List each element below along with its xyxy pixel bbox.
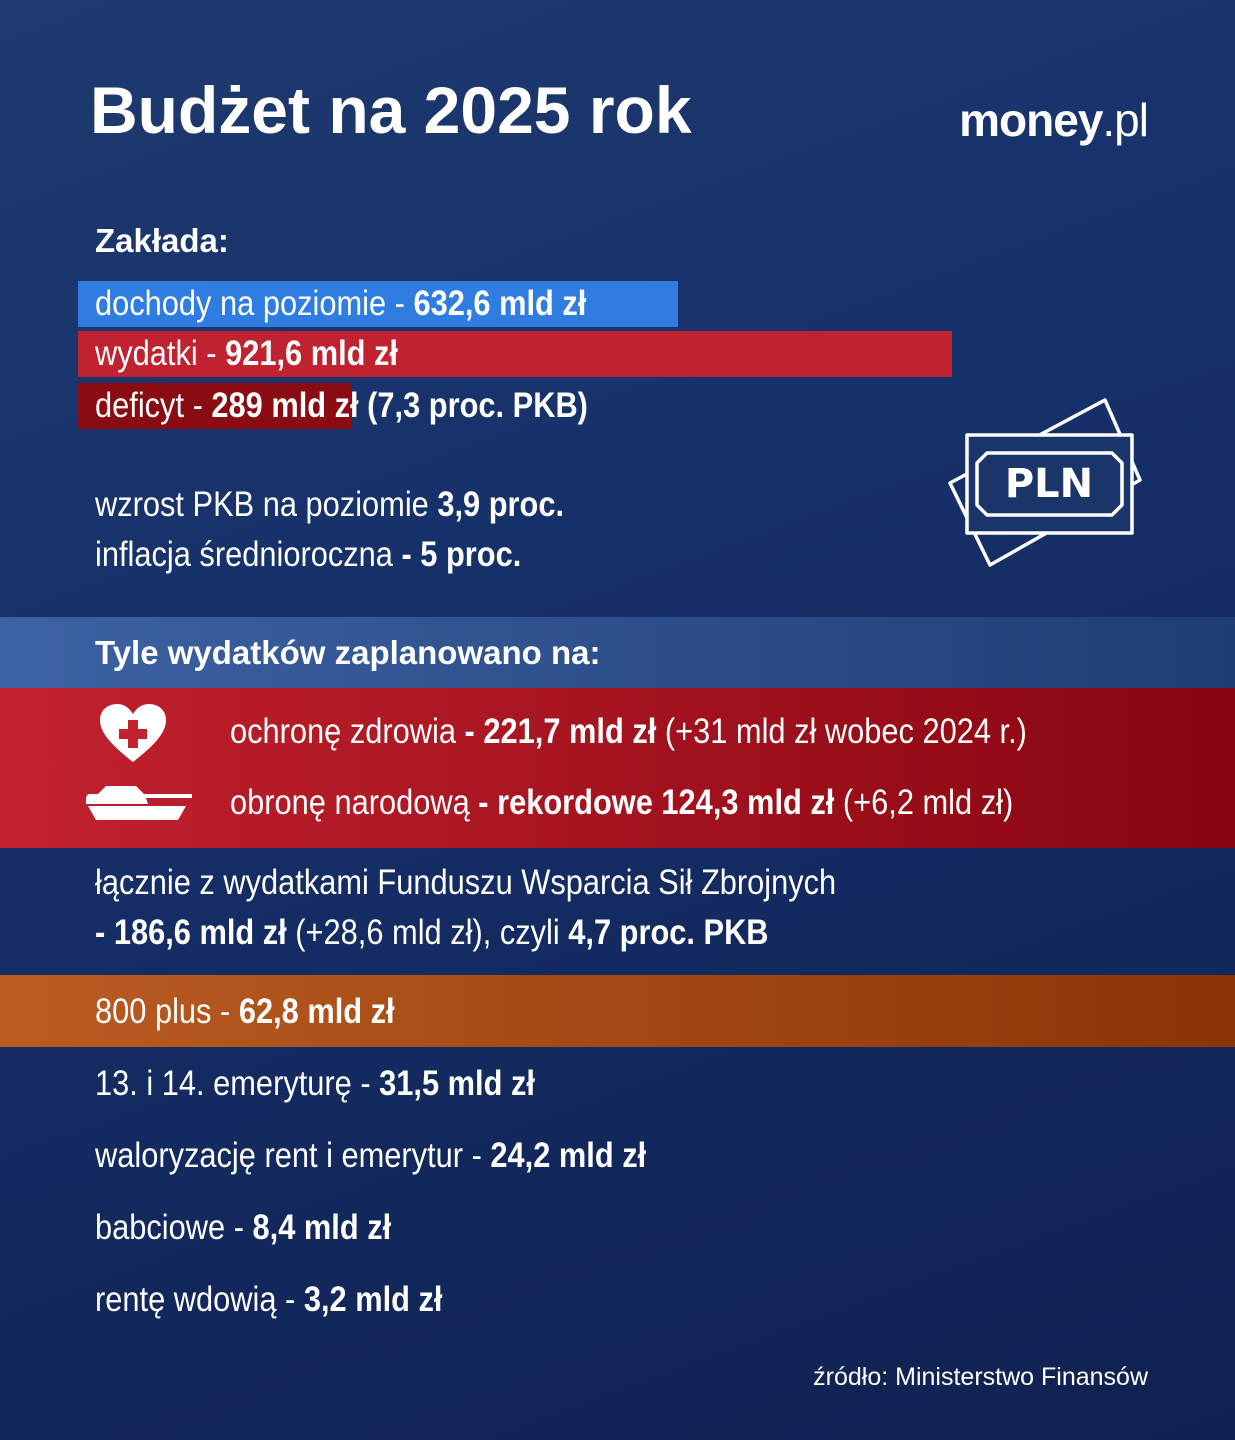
text: wzrost PKB na poziomie (95, 485, 438, 524)
text: rentę wdowią - (95, 1280, 304, 1319)
bold-text: 31,5 mld zł (379, 1064, 535, 1103)
text-line: wzrost PKB na poziomie 3,9 proc. (95, 485, 564, 525)
text: (+31 mld zł wobec 2024 r.) (656, 712, 1027, 751)
text: wydatki - (95, 334, 226, 373)
budget-bar (78, 383, 352, 429)
text: deficyt - (95, 386, 212, 425)
bold-text: - rekordowe 124,3 mld zł (478, 783, 835, 822)
text-line: dochody na poziomie - 632,6 mld zł (95, 284, 586, 324)
text: (+6,2 mld zł) (834, 783, 1014, 822)
text: dochody na poziomie - (95, 284, 414, 323)
title: Budżet na 2025 rok (90, 73, 692, 147)
text-line: wydatki - 921,6 mld zł (95, 334, 398, 374)
bold-text: - 5 proc. (401, 535, 522, 574)
text-line: ochronę zdrowia - 221,7 mld zł (+31 mld … (230, 712, 1027, 752)
bold-text: 4,7 proc. PKB (568, 913, 769, 952)
bold-text: - 186,6 mld zł (95, 913, 287, 952)
source: źródło: Ministerstwo Finansów (813, 1363, 1148, 1391)
pln-icon: PLN (948, 398, 1142, 567)
bold-text: 289 mld zł (7,3 proc. PKB) (211, 386, 588, 425)
logo-suffix: .pl (1102, 94, 1149, 146)
text-line: deficyt - 289 mld zł (7,3 proc. PKB) (95, 386, 588, 426)
bold-text: 62,8 mld zł (238, 992, 395, 1031)
text: obronę narodową (230, 783, 479, 822)
budget-bar (78, 331, 952, 377)
text-line: 13. i 14. emeryturę - 31,5 mld zł (95, 1064, 535, 1104)
bold-text: 24,2 mld zł (490, 1136, 647, 1175)
heading-band (0, 617, 1235, 688)
text: ochronę zdrowia (230, 712, 465, 751)
bold-text: 921,6 mld zł (225, 334, 398, 373)
logo: money.pl (959, 94, 1149, 146)
family-band (0, 975, 1235, 1047)
text-line: obronę narodową - rekordowe 124,3 mld zł… (230, 783, 1013, 823)
text: 13. i 14. emeryturę - (95, 1064, 380, 1103)
bold-text: 3,2 mld zł (303, 1280, 443, 1319)
highlight-band (0, 688, 1235, 848)
text: babciowe - (95, 1208, 253, 1247)
text-line: inflacja średnioroczna - 5 proc. (95, 535, 521, 575)
logo-main: money (959, 94, 1103, 146)
text-line: - 186,6 mld zł (+28,6 mld zł), czyli 4,7… (95, 913, 769, 953)
text: (+28,6 mld zł), czyli (286, 913, 569, 952)
spending-heading: Tyle wydatków zaplanowano na: (95, 634, 601, 671)
bold-text: - 221,7 mld zł (464, 712, 657, 751)
tank-icon (86, 786, 192, 820)
bold-text: 3,9 proc. (437, 485, 565, 524)
heart-icon (100, 704, 166, 762)
text: 800 plus - (95, 992, 239, 1031)
assumptions-heading: Zakłada: (95, 222, 229, 259)
text: inflacja średnioroczna (95, 535, 402, 574)
text: łącznie z wydatkami Funduszu Wsparcia Si… (95, 863, 837, 902)
text: waloryzację rent i emerytur - (95, 1136, 491, 1175)
pln-label: PLN (1005, 461, 1093, 507)
bold-text: 632,6 mld zł (413, 284, 587, 323)
text-line: łącznie z wydatkami Funduszu Wsparcia Si… (95, 863, 836, 903)
text-line: waloryzację rent i emerytur - 24,2 mld z… (95, 1136, 646, 1176)
budget-bar (78, 281, 678, 327)
bold-text: 8,4 mld zł (252, 1208, 392, 1247)
text-line: rentę wdowią - 3,2 mld zł (95, 1280, 443, 1320)
text-line: 800 plus - 62,8 mld zł (95, 992, 395, 1032)
text-line: babciowe - 8,4 mld zł (95, 1208, 391, 1248)
